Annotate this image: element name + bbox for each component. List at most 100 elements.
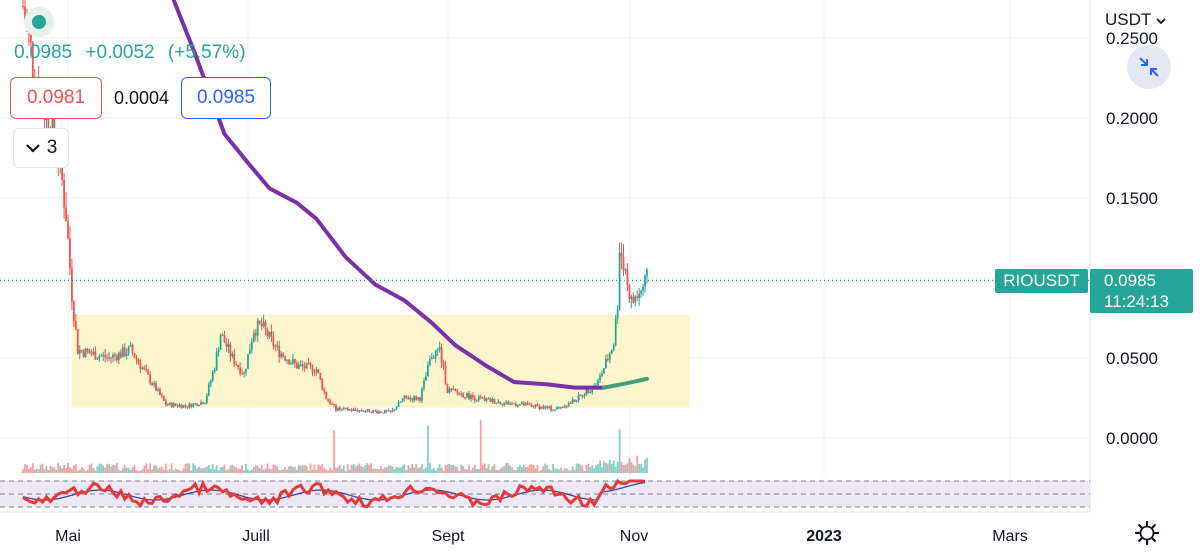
candle-body (432, 357, 435, 359)
candle-body (270, 331, 273, 337)
currency-selector[interactable]: USDT (1105, 10, 1166, 30)
volume-bar (92, 468, 95, 473)
candle-body (385, 410, 388, 412)
volume-bar (207, 465, 210, 473)
volume-bar (245, 464, 247, 473)
candle-body (505, 401, 508, 403)
candle-body (293, 359, 296, 364)
volume-bar (350, 464, 353, 473)
buy-price-button[interactable]: 0.0985 (181, 77, 271, 119)
volume-bar (358, 463, 361, 473)
candle-body (528, 404, 531, 406)
volume-bar (98, 463, 101, 473)
candle-body (301, 364, 304, 367)
volume-bar (108, 464, 110, 473)
candle-body (642, 286, 644, 291)
volume-bar (127, 467, 130, 473)
volume-bar (204, 467, 206, 473)
volume-bar (188, 463, 191, 473)
candle-body (69, 238, 71, 269)
candle-body (274, 346, 277, 348)
volume-bar (573, 469, 576, 473)
candle-body (116, 355, 118, 361)
candle-body (516, 405, 519, 407)
volume-bar (55, 469, 58, 473)
settings-gear-icon[interactable] (1134, 520, 1160, 546)
candle-body (352, 409, 355, 411)
candle-body (419, 397, 421, 401)
volume-bar (116, 463, 118, 473)
candle-body (585, 389, 588, 396)
candle-body (243, 372, 245, 374)
candle-body (119, 352, 122, 358)
candle-body (473, 397, 476, 401)
candle-body (542, 406, 545, 409)
rsi-panel (0, 478, 1090, 509)
indicator-count: 3 (46, 137, 58, 158)
candle-body (338, 407, 341, 410)
volume-bar (202, 468, 204, 473)
volume-bar (532, 464, 535, 473)
candle-body (194, 403, 197, 405)
volume-bar (200, 468, 202, 473)
price-axis[interactable]: 0.2500 0.2000 0.1500 0.0500 0.0000 (1106, 29, 1158, 448)
price-change-percent: (+5.57%) (167, 42, 246, 63)
time-axis[interactable]: Mai Juill Sept Nov 2023 Mars (55, 528, 1028, 545)
candle-body (245, 368, 247, 373)
volume-bar (35, 468, 38, 473)
candle-body (428, 359, 431, 366)
candle-body (356, 410, 359, 412)
candle-body (92, 351, 95, 355)
volume-bar (421, 464, 423, 473)
sell-price-button[interactable]: 0.0981 (10, 77, 102, 119)
candle-body (86, 348, 89, 352)
candle-body (368, 409, 371, 413)
candle-body (319, 372, 322, 380)
volume-bar (241, 465, 243, 473)
candle-body (192, 403, 195, 408)
candle-body (172, 403, 175, 407)
volume-bar (605, 462, 607, 473)
volume-bar (178, 470, 181, 473)
candle-body (389, 410, 392, 412)
volume-bar (413, 467, 416, 473)
candle-body (552, 409, 554, 411)
candle-body (366, 409, 369, 412)
candle-body (530, 404, 533, 407)
candle-body (624, 269, 627, 271)
candle-body (409, 398, 412, 400)
volume-bar (403, 464, 406, 473)
volume-bar (428, 463, 431, 473)
candle-body (229, 344, 232, 357)
volume-bar (63, 465, 65, 473)
volume-bar (628, 458, 631, 473)
volume-bar (340, 468, 343, 473)
volume-bar (147, 469, 150, 473)
volume-bar (442, 470, 445, 473)
volume-bar (125, 467, 128, 473)
volume-bar (82, 468, 85, 473)
volume-bars (22, 419, 648, 473)
candle-body (31, 42, 34, 81)
volume-bar (579, 464, 582, 473)
volume-bar (168, 469, 171, 473)
candle-body (387, 410, 390, 412)
indicators-toggle-button[interactable]: 3 (13, 128, 69, 168)
volume-bar (597, 464, 599, 473)
candle-body (284, 356, 287, 361)
candle-body (225, 342, 228, 347)
volume-bar (24, 463, 26, 473)
candle-body (477, 396, 480, 401)
candle-body (565, 405, 568, 408)
volume-bar (524, 467, 527, 473)
candle-body (518, 404, 521, 406)
candle-body (403, 395, 406, 400)
candle-body (335, 404, 337, 411)
volume-bar (149, 463, 152, 473)
volume-bar (194, 465, 197, 473)
volume-bar (333, 430, 335, 473)
volume-bar (644, 459, 646, 473)
volume-bar (616, 462, 619, 473)
chart-status-indicator[interactable] (24, 7, 54, 37)
collapse-fullscreen-button[interactable] (1127, 45, 1171, 89)
